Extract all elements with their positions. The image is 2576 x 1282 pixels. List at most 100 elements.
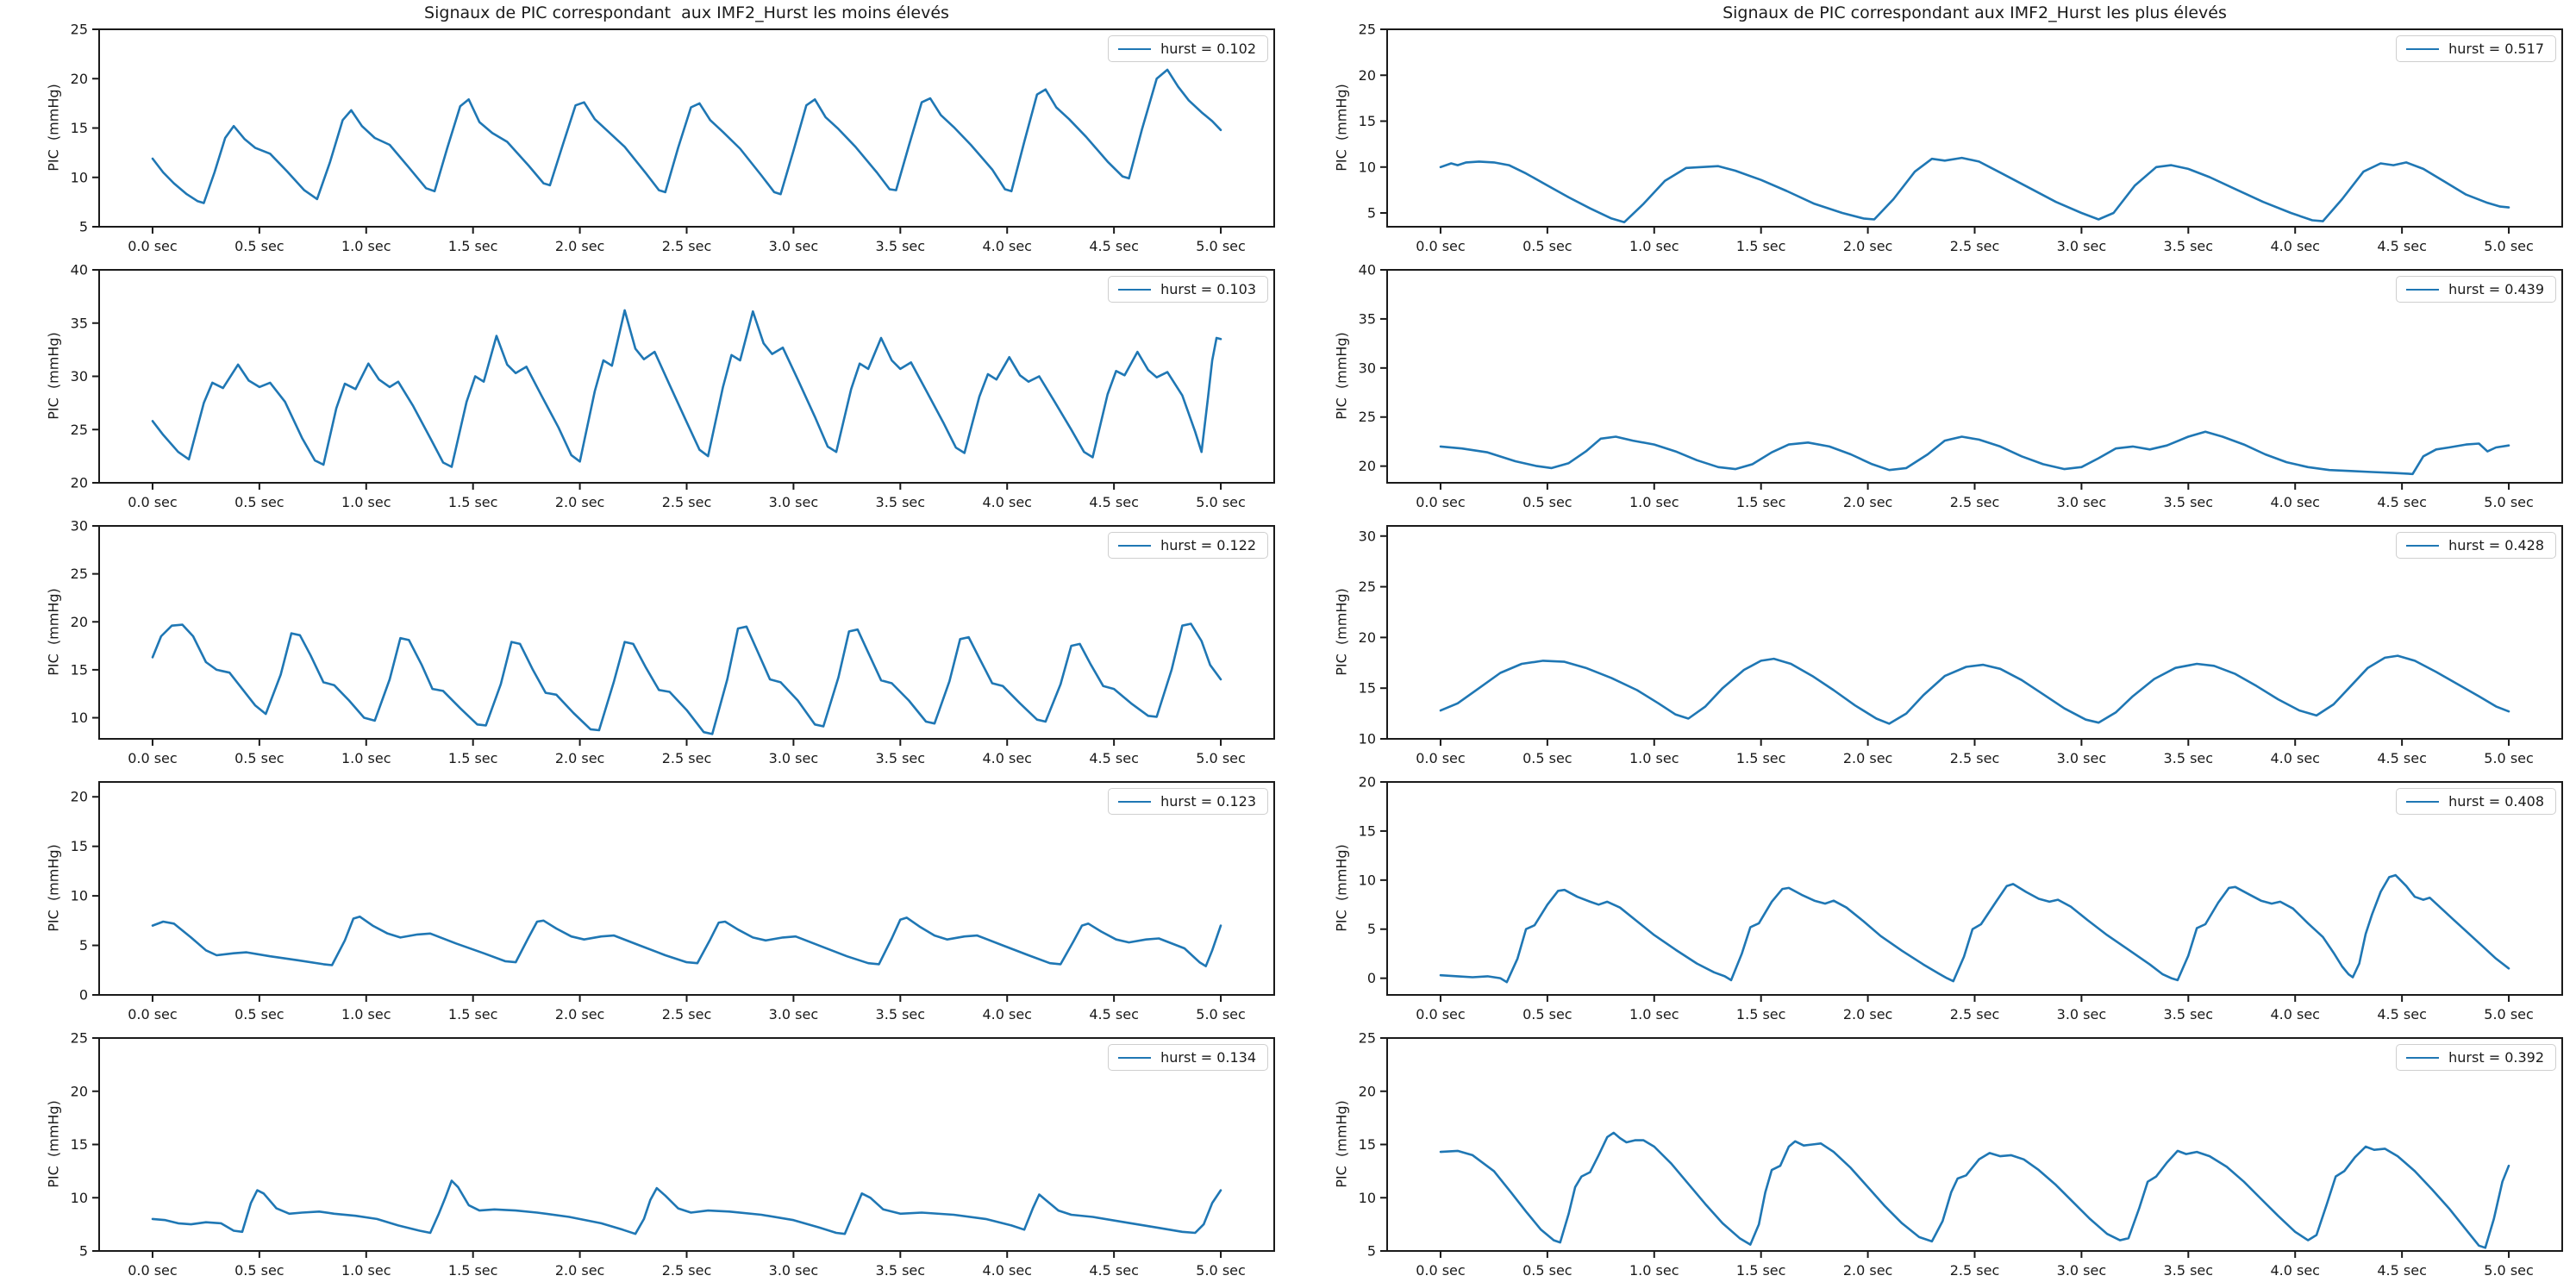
y-tick-label: 20 bbox=[71, 789, 88, 805]
y-tick-label: 25 bbox=[71, 22, 88, 38]
x-tick-label: 4.0 sec bbox=[2270, 238, 2320, 254]
x-tick-label: 0.0 sec bbox=[1416, 238, 1466, 254]
x-tick-label: 2.0 sec bbox=[555, 1006, 605, 1022]
x-tick-label: 0.0 sec bbox=[1416, 1006, 1466, 1022]
x-tick-label: 0.5 sec bbox=[234, 750, 284, 766]
x-tick-label: 1.0 sec bbox=[341, 1006, 391, 1022]
subplot-left-row4: 0 5 10 15 20 0.0 sec 0.5 sec 1.0 sec 1.5 sec 2.0 … bbox=[0, 768, 1288, 1024]
x-tick-label: 2.5 sec bbox=[662, 1262, 712, 1279]
subplot-left-row3: 10 15 20 25 30 0.0 sec 0.5 sec 1.0 sec 1.5 sec 2.… bbox=[0, 512, 1288, 768]
x-tick-label: 5.0 sec bbox=[2484, 238, 2534, 254]
x-tick-label: 2.5 sec bbox=[1950, 750, 2000, 766]
x-tick-label: 5.0 sec bbox=[1196, 750, 1246, 766]
signal-line bbox=[1439, 430, 2510, 476]
x-tick-label: 0.5 sec bbox=[1522, 750, 1572, 766]
x-tick-label: 3.0 sec bbox=[769, 1262, 819, 1279]
x-tick-label: 0.5 sec bbox=[234, 1262, 284, 1279]
x-tick-label: 3.0 sec bbox=[2057, 238, 2107, 254]
x-tick-label: 0.5 sec bbox=[234, 494, 284, 510]
x-tick-label: 5.0 sec bbox=[1196, 1262, 1246, 1279]
y-tick-label: 35 bbox=[1359, 310, 1376, 327]
x-tick-label: 4.0 sec bbox=[982, 238, 1032, 254]
x-tick-label: 5.0 sec bbox=[1196, 494, 1246, 510]
x-tick-label: 3.5 sec bbox=[2164, 1006, 2214, 1022]
chart-canvas: 5 10 15 20 25 0.0 sec 0.5 sec 1.0 sec 1.5 sec 2.0… bbox=[1359, 1030, 2563, 1279]
signal-line bbox=[1439, 1131, 2510, 1249]
y-tick-label: 15 bbox=[71, 1136, 88, 1153]
x-tick-label: 0.0 sec bbox=[128, 750, 178, 766]
y-axis-label: PIC (mmHg) bbox=[1333, 844, 1350, 932]
x-tick-label: 5.0 sec bbox=[1196, 1006, 1246, 1022]
x-tick-label: 4.5 sec bbox=[1089, 1262, 1139, 1279]
x-tick-label: 2.0 sec bbox=[1843, 1262, 1893, 1279]
x-tick-label: 4.5 sec bbox=[2377, 1262, 2427, 1279]
x-tick-label: 1.5 sec bbox=[1736, 238, 1786, 254]
chart-canvas: 20 25 30 35 40 0.0 sec 0.5 sec 1.0 sec 1.5 sec 2.… bbox=[1359, 262, 2563, 510]
y-tick-label: 30 bbox=[1359, 528, 1376, 544]
signal-line bbox=[1439, 654, 2510, 725]
y-tick-label: 25 bbox=[1359, 578, 1376, 595]
y-tick-label: 5 bbox=[79, 1243, 88, 1260]
chart-canvas: 10 15 20 25 30 0.0 sec 0.5 sec 1.0 sec 1.5 sec 2.… bbox=[1359, 525, 2563, 766]
x-tick-label: 4.0 sec bbox=[982, 1262, 1032, 1279]
y-tick-label: 10 bbox=[1359, 731, 1376, 747]
plot-frame bbox=[98, 525, 1275, 740]
legend: hurst = 0.392 bbox=[2396, 1044, 2556, 1071]
x-tick-label: 3.0 sec bbox=[2057, 1006, 2107, 1022]
x-tick-label: 4.5 sec bbox=[1089, 494, 1139, 510]
x-tick-label: 2.5 sec bbox=[1950, 1262, 2000, 1279]
x-tick-label: 2.5 sec bbox=[1950, 1006, 2000, 1022]
subplot-right-row4: 0 5 10 15 20 0.0 sec 0.5 sec 1.0 sec 1.5 sec 2.0 … bbox=[1288, 768, 2576, 1024]
y-tick-label: 20 bbox=[1359, 458, 1376, 474]
y-tick-label: 15 bbox=[1359, 113, 1376, 129]
plot-frame bbox=[98, 28, 1275, 228]
legend: hurst = 0.517 bbox=[2396, 35, 2556, 62]
plot-frame bbox=[1386, 781, 2563, 996]
x-tick-label: 3.5 sec bbox=[876, 494, 926, 510]
legend-label: hurst = 0.102 bbox=[1160, 41, 1256, 57]
x-tick-label: 4.0 sec bbox=[2270, 1006, 2320, 1022]
x-tick-label: 4.5 sec bbox=[1089, 1006, 1139, 1022]
y-tick-label: 20 bbox=[71, 614, 88, 630]
signal-line bbox=[151, 309, 1222, 468]
x-tick-label: 3.5 sec bbox=[876, 1262, 926, 1279]
chart-canvas: 0 5 10 15 20 0.0 sec 0.5 sec 1.0 sec 1.5 sec 2.0 … bbox=[1359, 774, 2563, 1022]
y-tick-label: 10 bbox=[71, 888, 88, 904]
y-tick-label: 30 bbox=[1359, 360, 1376, 376]
y-tick-label: 5 bbox=[1367, 1243, 1376, 1260]
x-tick-label: 2.5 sec bbox=[1950, 494, 2000, 510]
x-tick-label: 3.0 sec bbox=[769, 238, 819, 254]
x-tick-label: 4.0 sec bbox=[982, 750, 1032, 766]
x-tick-label: 3.5 sec bbox=[2164, 1262, 2214, 1279]
x-tick-label: 5.0 sec bbox=[2484, 1262, 2534, 1279]
legend-line-sample bbox=[1118, 288, 1152, 291]
x-tick-label: 3.5 sec bbox=[2164, 494, 2214, 510]
x-tick-label: 3.5 sec bbox=[876, 1006, 926, 1022]
y-axis-label: PIC (mmHg) bbox=[1333, 84, 1350, 172]
x-tick-label: 2.5 sec bbox=[662, 750, 712, 766]
x-tick-label: 2.0 sec bbox=[1843, 750, 1893, 766]
legend-label: hurst = 0.134 bbox=[1160, 1049, 1256, 1066]
legend: hurst = 0.439 bbox=[2396, 276, 2556, 303]
chart-canvas: 5 10 15 20 25 0.0 sec 0.5 sec 1.0 sec 1.5 sec 2.0… bbox=[71, 1030, 1275, 1279]
y-tick-label: 20 bbox=[71, 71, 88, 87]
x-tick-label: 2.0 sec bbox=[1843, 1006, 1893, 1022]
x-tick-label: 5.0 sec bbox=[2484, 494, 2534, 510]
y-tick-label: 35 bbox=[71, 315, 88, 331]
legend-label: hurst = 0.428 bbox=[2448, 537, 2544, 553]
y-axis-label: PIC (mmHg) bbox=[45, 588, 62, 676]
legend-label: hurst = 0.122 bbox=[1160, 537, 1256, 553]
legend: hurst = 0.123 bbox=[1108, 788, 1268, 815]
y-tick-label: 30 bbox=[71, 368, 88, 385]
plot-frame bbox=[98, 1037, 1275, 1252]
legend: hurst = 0.428 bbox=[2396, 532, 2556, 559]
y-tick-label: 25 bbox=[71, 566, 88, 582]
chart-canvas: 20 25 30 35 40 0.0 sec 0.5 sec 1.0 sec 1.5 sec 2.… bbox=[71, 262, 1275, 510]
x-tick-label: 5.0 sec bbox=[2484, 750, 2534, 766]
y-tick-label: 15 bbox=[1359, 1136, 1376, 1153]
y-tick-label: 5 bbox=[1367, 921, 1376, 937]
y-tick-label: 5 bbox=[79, 219, 88, 235]
y-tick-label: 30 bbox=[71, 518, 88, 535]
legend-label: hurst = 0.103 bbox=[1160, 281, 1256, 297]
